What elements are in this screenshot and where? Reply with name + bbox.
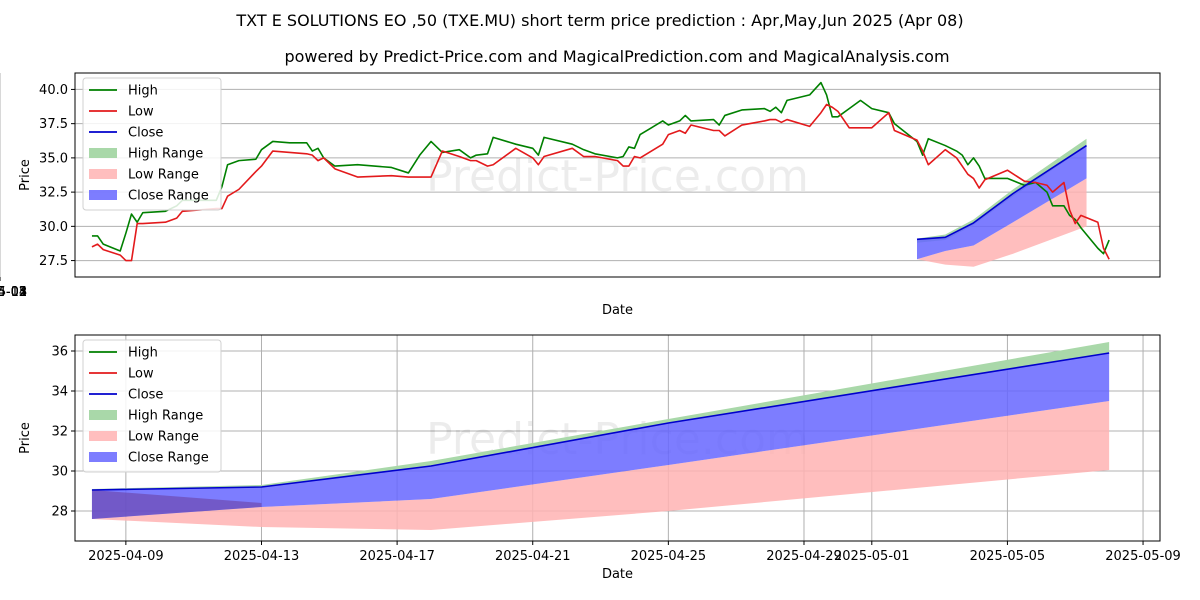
legend-box	[82, 339, 222, 473]
x-tick-label: 2025-05-09	[1105, 549, 1181, 564]
low-range-legend-swatch	[89, 431, 117, 441]
top-chart-panel: Predict-Price.com 2024-122025-012025-0220…	[0, 72, 1161, 318]
y-tick-label: 40.0	[39, 83, 68, 98]
x-tick-label: 2025-04-21	[495, 549, 571, 564]
legend: High Low Close High Range Low Range Close Ran…	[82, 339, 222, 473]
y-tick-label: 32	[51, 425, 68, 440]
low-legend-label: Low	[128, 105, 154, 120]
high-range-legend-label: High Range	[128, 409, 203, 424]
y-tick-label: 30.0	[39, 220, 68, 235]
x-tick-label: 2025-05	[0, 285, 27, 300]
bottom-chart-panel: Predict-Price.com2025-04-092025-04-13202…	[18, 334, 1181, 582]
plot-area	[91, 342, 1110, 530]
plot-frame	[74, 72, 1161, 278]
y-tick-label: 30	[51, 465, 68, 480]
x-tick-label: 2025-05-01	[834, 549, 910, 564]
high-range-legend-swatch	[89, 148, 117, 158]
chart-subtitle: powered by Predict-Price.com and Magical…	[284, 47, 949, 66]
watermark: Predict-Price.com	[426, 151, 809, 202]
high-legend-label: High	[128, 84, 158, 99]
low-range-area	[917, 178, 1087, 267]
low-line	[91, 103, 1110, 262]
close-line	[91, 352, 1110, 491]
legend-box	[82, 77, 222, 211]
close-range-legend-swatch	[89, 190, 117, 200]
low-range-area	[91, 401, 1110, 530]
high-line	[91, 81, 1110, 255]
y-tick-label: 32.5	[39, 186, 68, 201]
low-range-legend-swatch	[89, 169, 117, 179]
x-tick-label: 2025-04-13	[224, 549, 300, 564]
y-tick-label: 35.0	[39, 151, 68, 166]
high-range-legend-swatch	[89, 410, 117, 420]
x-axis-label: Date	[602, 303, 633, 318]
y-tick-label: 37.5	[39, 117, 68, 132]
close-range-legend-swatch	[89, 452, 117, 462]
x-tick-label: 2025-03	[0, 285, 27, 300]
x-tick-label: 2025-04-09	[88, 549, 164, 564]
low-legend-label: Low	[128, 367, 154, 382]
y-tick-label: 34	[51, 385, 68, 400]
high-legend-label: High	[128, 346, 158, 361]
y-tick-label: 28	[51, 505, 68, 520]
chart-title: TXT E SOLUTIONS EO ,50 (TXE.MU) short te…	[235, 11, 963, 30]
plot-frame	[74, 334, 1161, 542]
legend: High Low Close High Range Low Range Close Ran…	[82, 77, 222, 211]
close-range-overlap-area	[91, 490, 262, 519]
close-legend-label: Close	[128, 126, 163, 141]
close-line	[916, 144, 1087, 241]
close-range-legend-label: Close Range	[128, 189, 209, 204]
x-tick-label: 2025-04-17	[359, 549, 435, 564]
x-tick-label: 2025-04-25	[631, 549, 707, 564]
plot-area	[91, 81, 1110, 267]
x-tick-label: 2025-01	[0, 285, 27, 300]
close-legend-label: Close	[128, 388, 163, 403]
close-range-legend-label: Close Range	[128, 451, 209, 466]
y-axis-label: Price	[18, 159, 33, 191]
y-tick-label: 36	[51, 345, 68, 360]
y-tick-label: 27.5	[39, 254, 68, 269]
high-range-legend-label: High Range	[128, 147, 203, 162]
low-range-legend-label: Low Range	[128, 430, 199, 445]
x-tick-label: 2025-05-05	[970, 549, 1046, 564]
x-tick-label: 2025-04-29	[766, 549, 842, 564]
x-axis-label: Date	[602, 567, 633, 582]
x-tick-label: 2025-02	[0, 285, 27, 300]
x-tick-label: 2025-04	[0, 285, 27, 300]
low-range-legend-label: Low Range	[128, 168, 199, 183]
x-tick-label: 2024-12	[0, 285, 27, 300]
y-axis-label: Price	[18, 422, 33, 454]
